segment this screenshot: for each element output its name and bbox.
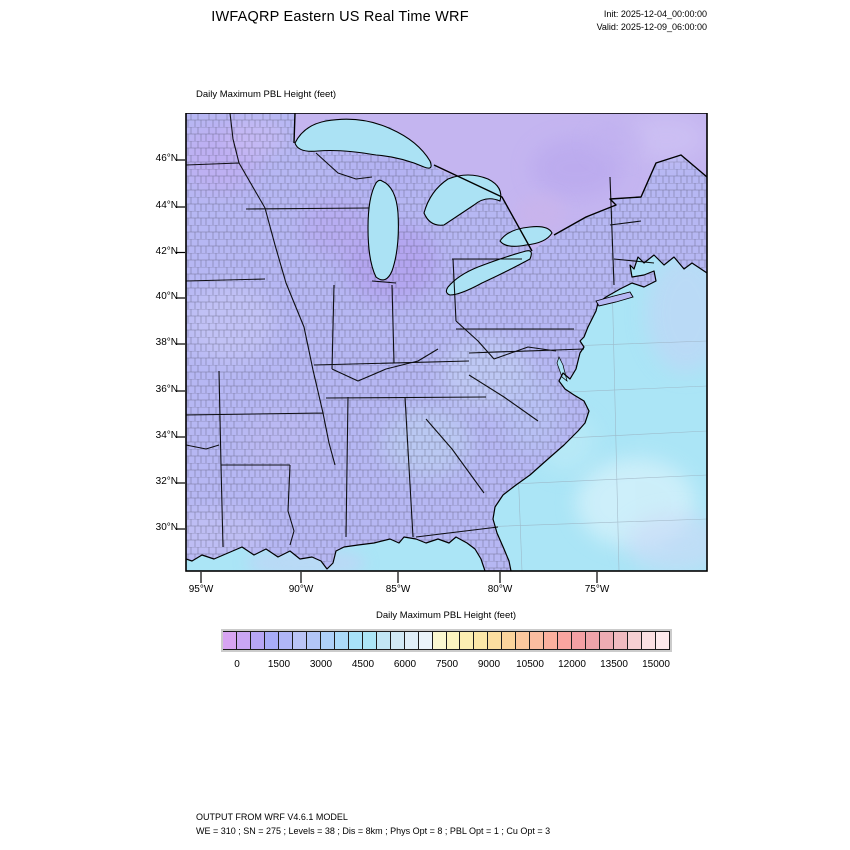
lat-tick-label: 46°N: [155, 153, 178, 164]
lat-tick-label: 32°N: [155, 476, 178, 487]
colorbar-box: [487, 631, 503, 650]
colorbar-box: [417, 631, 433, 650]
colorbar-box: [403, 631, 419, 650]
map-canvas: [186, 113, 707, 571]
canada-border: [293, 113, 707, 252]
colorbar-box: [459, 631, 475, 650]
colorbar-box: [599, 631, 615, 650]
lat-tick-label: 42°N: [155, 246, 178, 257]
lon-tick-label: 75°W: [584, 584, 610, 595]
pbl-field-ocean-shading: [246, 255, 707, 571]
colorbar-box: [277, 631, 293, 650]
colorbar-box: [347, 631, 363, 650]
colorbar-box: [473, 631, 489, 650]
colorbar-box: [263, 631, 279, 650]
colorbar-box: [585, 631, 601, 650]
colorbar: [221, 629, 672, 652]
colorbar-tick-label: 7500: [435, 659, 459, 670]
colorbar-box: [501, 631, 517, 650]
ocean: [186, 255, 707, 571]
canada-region: [294, 113, 707, 251]
colorbar-box: [445, 631, 461, 650]
lake-erie: [445, 250, 532, 296]
lake-superior: [294, 118, 432, 169]
lat-tick-label: 38°N: [155, 337, 178, 348]
colorbar-box: [529, 631, 545, 650]
colorbar-box: [333, 631, 349, 650]
colorbar-box: [515, 631, 531, 650]
colorbar-box: [627, 631, 643, 650]
colorbar-box: [249, 631, 265, 650]
colorbar-box: [319, 631, 335, 650]
map-frame: [185, 113, 708, 572]
colorbar-tick-label: 15000: [642, 659, 670, 670]
coastline: [186, 254, 707, 571]
model-info-line1: OUTPUT FROM WRF V4.6.1 MODEL: [196, 812, 348, 822]
colorbar-tick-label: 13500: [600, 659, 628, 670]
axis-ticks: [176, 159, 598, 583]
colorbar-box: [305, 631, 321, 650]
init-time: Init: 2025-12-04_00:00:00: [603, 9, 707, 19]
colorbar-box: [375, 631, 391, 650]
colorbar-box: [291, 631, 307, 650]
lon-tick-label: 80°W: [487, 584, 513, 595]
colorbar-box: [222, 631, 237, 650]
colorbar-tick-label: 1500: [267, 659, 291, 670]
colorbar-box: [235, 631, 251, 650]
lon-tick-label: 95°W: [188, 584, 214, 595]
field-title: Daily Maximum PBL Height (feet): [196, 89, 337, 100]
lake-ontario: [499, 226, 553, 247]
colorbar-box: [543, 631, 559, 650]
colorbar-tick-label: 9000: [477, 659, 501, 670]
valid-time: Valid: 2025-12-09_06:00:00: [596, 22, 707, 32]
lon-tick-label: 90°W: [288, 584, 314, 595]
model-info: OUTPUT FROM WRF V4.6.1 MODEL WE = 310 ; …: [196, 811, 550, 838]
colorbar-tick-label: 10500: [516, 659, 544, 670]
colorbar-tick-label: 6000: [393, 659, 417, 670]
colorbar-box: [655, 631, 670, 650]
colorbar-tick-label: 3000: [309, 659, 333, 670]
lon-tick-label: 85°W: [385, 584, 411, 595]
colorbar-box: [613, 631, 629, 650]
lat-tick-label: 34°N: [155, 430, 178, 441]
graticule-lines: [305, 255, 707, 571]
run-times: Init: 2025-12-04_00:00:00 Valid: 2025-12…: [597, 8, 707, 34]
colorbar-box: [389, 631, 405, 650]
lat-tick-label: 36°N: [155, 384, 178, 395]
colorbar-box: [361, 631, 377, 650]
lat-tick-label: 30°N: [155, 522, 178, 533]
colorbar-box: [571, 631, 587, 650]
colorbar-title: Daily Maximum PBL Height (feet): [375, 610, 517, 621]
colorbar-tick-label: 12000: [558, 659, 586, 670]
page-title: IWFAQRP Eastern US Real Time WRF: [211, 9, 469, 25]
colorbar-box: [557, 631, 573, 650]
lake-michigan: [367, 179, 399, 281]
colorbar-box: [641, 631, 657, 650]
lat-tick-label: 44°N: [155, 200, 178, 211]
colorbar-box: [431, 631, 447, 650]
colorbar-tick-label: 4500: [351, 659, 375, 670]
colorbar-tick-label: 0: [234, 659, 240, 670]
model-info-line2: WE = 310 ; SN = 275 ; Levels = 38 ; Dis …: [196, 825, 551, 836]
long-island: [595, 291, 634, 307]
lat-tick-label: 40°N: [155, 291, 178, 302]
state-boundaries: [186, 113, 655, 548]
map-plot: [176, 113, 708, 583]
